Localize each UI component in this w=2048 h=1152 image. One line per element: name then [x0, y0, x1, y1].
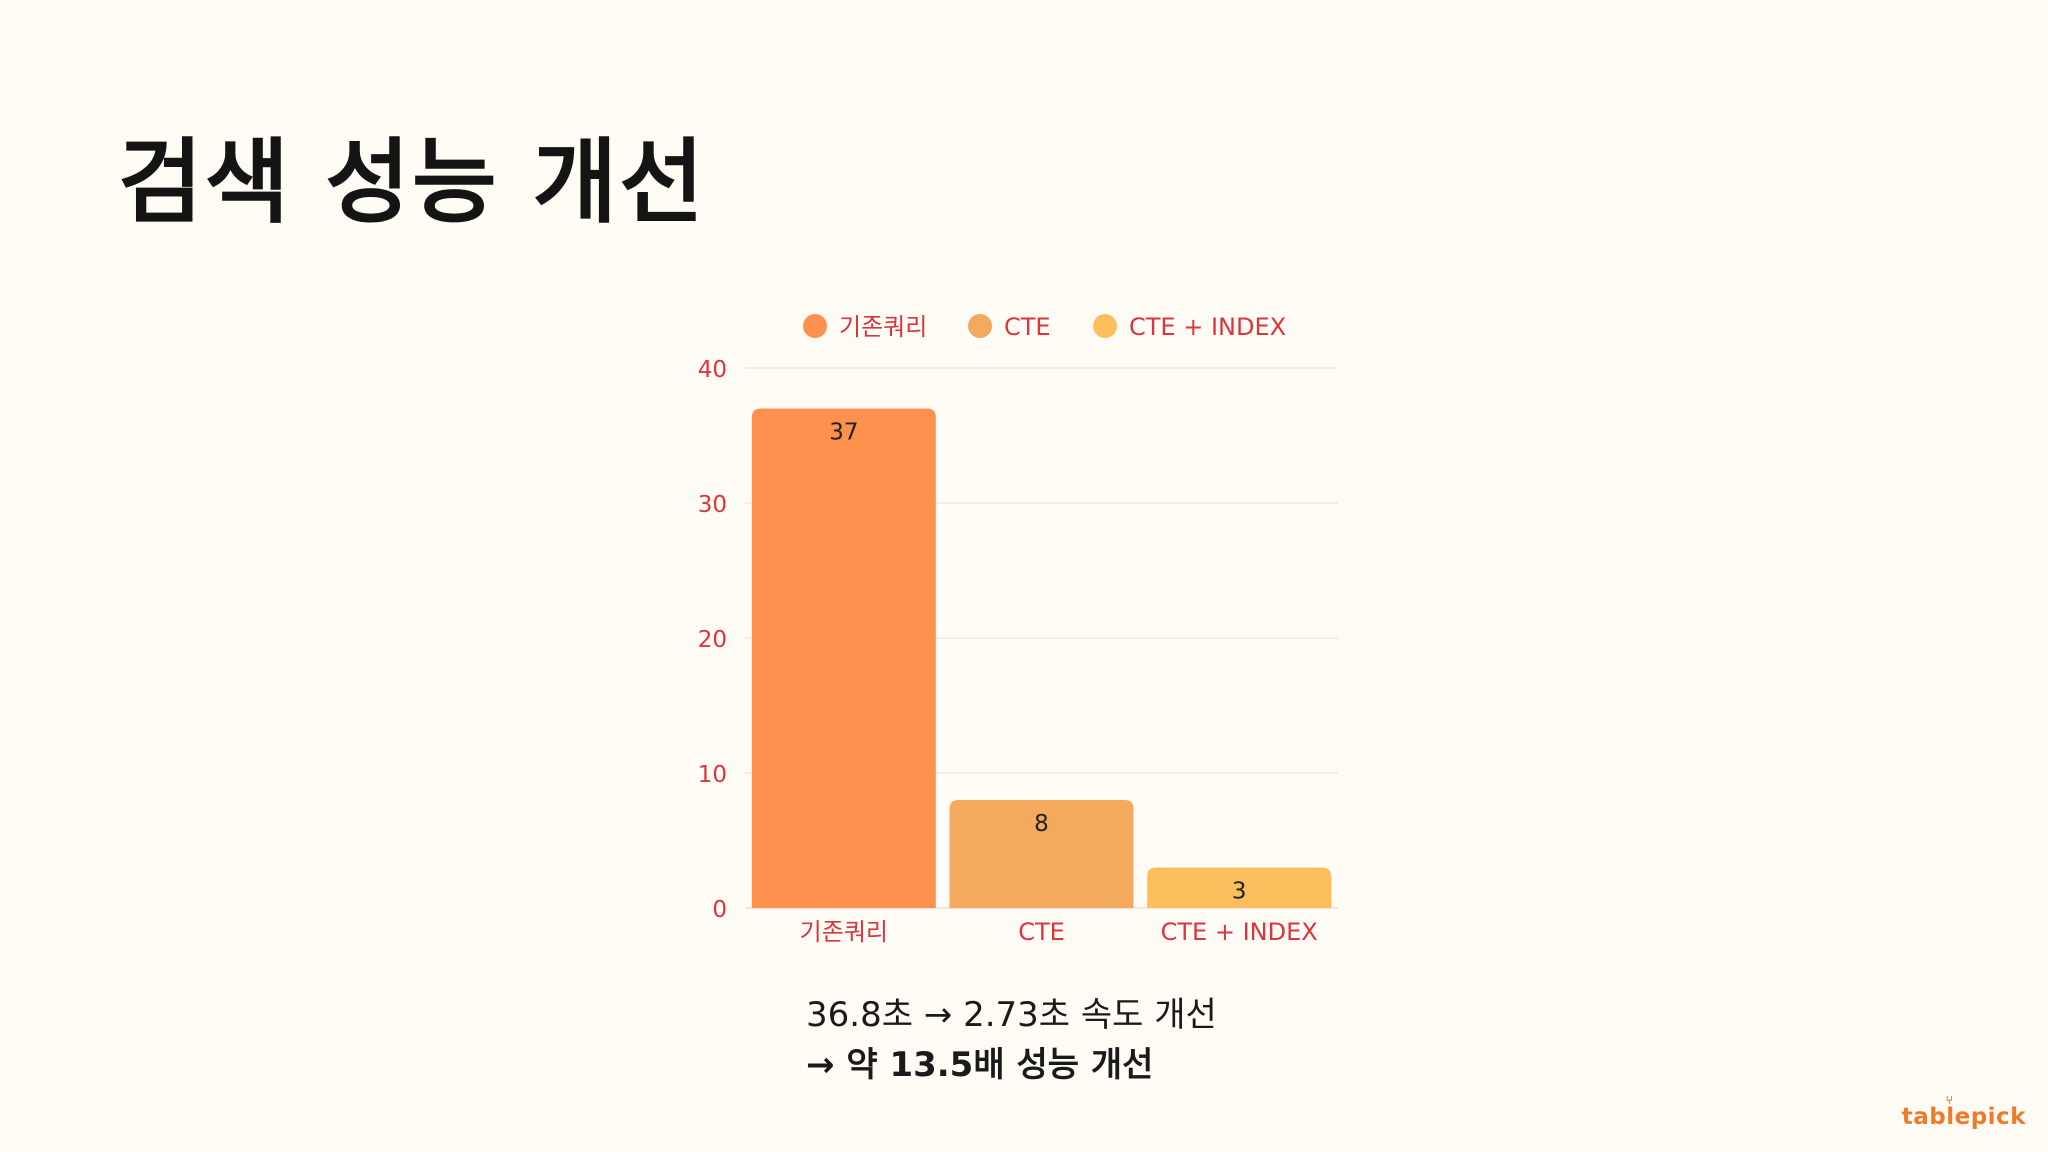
x-tick-label: 기존쿼리 — [800, 918, 888, 946]
chart-labels: 0 10 20 30 40 37 기존쿼리 8 CTE 3 CTE + INDEX — [698, 357, 1318, 946]
bar-1 — [751, 408, 936, 908]
legend-item: 기존쿼리 — [803, 313, 927, 341]
data-label: 8 — [1034, 811, 1049, 837]
legend-label: 기존쿼리 — [839, 313, 927, 341]
data-label: 3 — [1232, 879, 1247, 905]
y-tick-label: 10 — [698, 762, 727, 788]
summary-improvement-text: → 약 13.5배 성능 개선 — [806, 1045, 1154, 1085]
brand-logo: ⑂ tablepick — [1901, 1094, 2026, 1130]
y-tick-label: 30 — [698, 492, 727, 518]
chart-legend: 기존쿼리 CTE CTE + INDEX — [803, 313, 1286, 341]
data-label: 37 — [829, 420, 858, 446]
slide-title: 검색 성능 개선 — [118, 129, 706, 236]
bar-3 — [1147, 867, 1332, 908]
bar-2 — [949, 800, 1134, 908]
chart-bars — [751, 408, 1332, 908]
legend-label: CTE — [1004, 313, 1051, 341]
summary-speed-text: 36.8초 → 2.73초 속도 개선 — [806, 995, 1217, 1035]
x-tick-label: CTE — [1018, 918, 1065, 946]
y-tick-label: 20 — [698, 627, 727, 653]
legend-item: CTE — [968, 313, 1051, 341]
legend-swatch — [968, 314, 992, 338]
legend-label: CTE + INDEX — [1129, 313, 1286, 341]
legend-swatch — [1093, 314, 1117, 338]
summary: 36.8초 → 2.73초 속도 개선 → 약 13.5배 성능 개선 — [806, 990, 1217, 1090]
y-tick-label: 0 — [712, 897, 727, 923]
legend-swatch — [803, 314, 827, 338]
fork-icon: ⑂ — [1945, 1093, 1954, 1107]
brand-logo-text: tablepick — [1901, 1104, 2026, 1130]
x-tick-label: CTE + INDEX — [1161, 918, 1318, 946]
legend-item: CTE + INDEX — [1093, 313, 1286, 341]
y-tick-label: 40 — [698, 357, 727, 383]
